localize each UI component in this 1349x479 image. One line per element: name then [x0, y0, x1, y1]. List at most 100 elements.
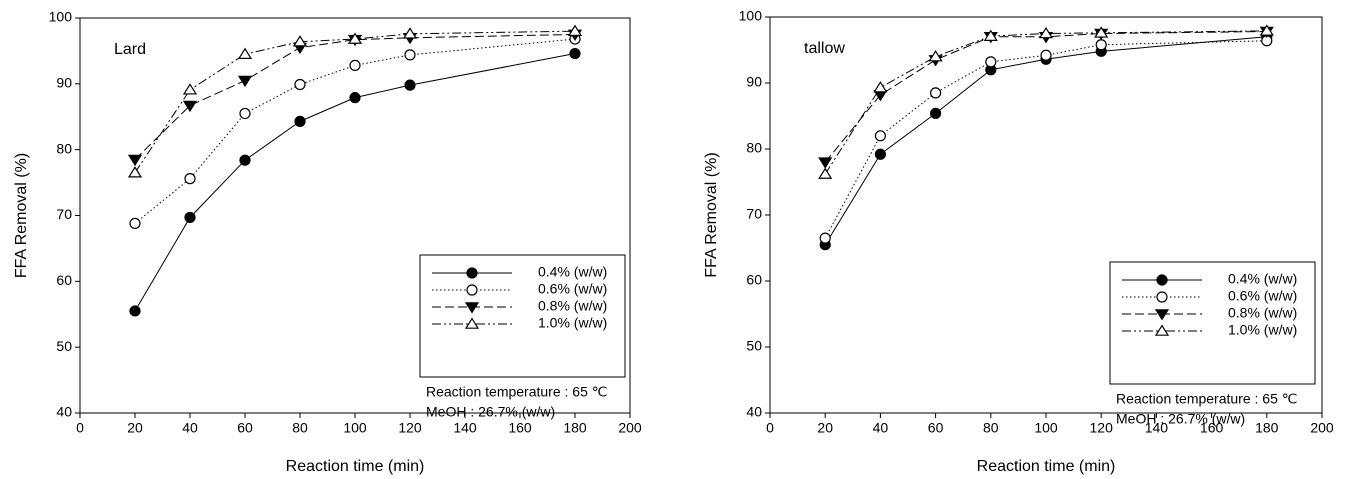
marker: [819, 232, 831, 244]
marker: [929, 87, 942, 99]
y-tick-label: 80: [746, 140, 762, 156]
marker: [294, 115, 306, 127]
y-tick-label: 50: [56, 338, 72, 354]
x-tick-label: 200: [1310, 420, 1334, 436]
x-tick-label: 160: [508, 420, 532, 436]
panel-label: tallow: [804, 40, 845, 57]
marker: [239, 154, 251, 166]
y-tick-label: 90: [56, 75, 72, 91]
x-tick-label: 60: [237, 420, 253, 436]
y-tick-label: 70: [746, 206, 762, 222]
legend-marker: [1156, 291, 1168, 303]
y-axis-label: FFA Removal (%): [13, 153, 30, 278]
legend-label: 0.4% (w/w): [1228, 271, 1297, 287]
legend-marker: [466, 284, 478, 296]
x-axis-label: Reaction time (min): [286, 458, 425, 475]
series-line: [824, 36, 1267, 245]
x-tick-label: 120: [1090, 420, 1114, 436]
series-line: [824, 40, 1267, 239]
panel-label: Lard: [114, 41, 146, 58]
marker: [349, 59, 361, 72]
marker: [127, 154, 143, 167]
marker: [567, 24, 583, 36]
x-tick-label: 40: [182, 420, 198, 436]
marker: [985, 56, 997, 68]
marker: [292, 35, 308, 47]
marker: [347, 32, 363, 44]
x-tick-label: 100: [343, 420, 367, 436]
legend-marker: [466, 267, 478, 279]
x-tick-label: 160: [1200, 420, 1224, 436]
x-tick-label: 20: [127, 420, 143, 436]
y-tick-label: 100: [49, 9, 73, 25]
marker: [237, 47, 253, 60]
marker: [1094, 26, 1109, 38]
x-tick-label: 0: [76, 420, 84, 436]
y-tick-label: 60: [746, 272, 762, 288]
marker: [184, 173, 196, 185]
y-tick-label: 60: [56, 272, 72, 288]
annotation: MeOH : 26.7% (w/w): [426, 404, 555, 420]
y-tick-label: 40: [56, 404, 72, 420]
legend-marker: [1154, 309, 1170, 321]
marker: [1038, 26, 1054, 39]
y-tick-label: 100: [739, 8, 763, 24]
marker: [294, 78, 306, 91]
marker: [129, 217, 141, 229]
marker: [929, 107, 942, 119]
x-tick-label: 180: [563, 420, 587, 436]
annotation: Reaction temperature : 65 ℃: [426, 384, 607, 400]
marker: [129, 305, 141, 317]
marker: [983, 29, 998, 41]
x-tick-label: 100: [1034, 420, 1058, 436]
marker: [1095, 39, 1107, 51]
marker: [873, 81, 888, 93]
marker: [818, 167, 833, 179]
marker: [237, 75, 253, 88]
x-tick-label: 80: [292, 420, 308, 436]
marker: [404, 49, 416, 61]
y-tick-label: 50: [746, 338, 762, 354]
legend-label: 0.8% (w/w): [1228, 305, 1297, 321]
legend-label: 1.0% (w/w): [538, 315, 607, 331]
annotation: MeOH : 26.7% (w/w): [1116, 411, 1245, 427]
marker: [928, 50, 943, 62]
marker: [182, 100, 198, 113]
x-tick-label: 60: [928, 420, 944, 436]
x-tick-label: 80: [983, 420, 999, 436]
marker: [184, 211, 196, 224]
legend-marker: [1156, 274, 1168, 286]
x-tick-label: 180: [1255, 420, 1279, 436]
marker: [874, 148, 887, 160]
x-tick-label: 140: [453, 420, 477, 436]
x-tick-label: 140: [1145, 420, 1169, 436]
legend-box: [419, 254, 626, 378]
legend-marker: [464, 302, 480, 314]
legend-label: 0.4% (w/w): [538, 264, 607, 280]
y-tick-label: 80: [56, 140, 72, 156]
x-tick-label: 120: [398, 420, 422, 436]
marker: [239, 107, 251, 120]
y-axis-label: FFA Removal (%): [703, 152, 720, 277]
legend-label: 0.6% (w/w): [538, 281, 607, 297]
legend-box: [1109, 261, 1316, 385]
legend-marker: [464, 317, 480, 329]
marker: [1259, 24, 1274, 36]
marker: [874, 130, 887, 142]
y-tick-label: 90: [746, 74, 762, 90]
x-axis-label: Reaction time (min): [977, 458, 1116, 475]
marker: [127, 166, 143, 178]
marker: [349, 92, 361, 104]
legend-label: 1.0% (w/w): [1228, 322, 1297, 338]
marker: [818, 157, 833, 169]
marker: [404, 79, 416, 91]
y-tick-label: 70: [56, 206, 72, 222]
x-tick-label: 0: [766, 420, 774, 436]
marker: [1040, 49, 1052, 61]
annotation: Reaction temperature : 65 ℃: [1116, 391, 1297, 407]
marker: [182, 83, 198, 95]
x-tick-label: 200: [618, 420, 642, 436]
x-tick-label: 40: [873, 420, 889, 436]
